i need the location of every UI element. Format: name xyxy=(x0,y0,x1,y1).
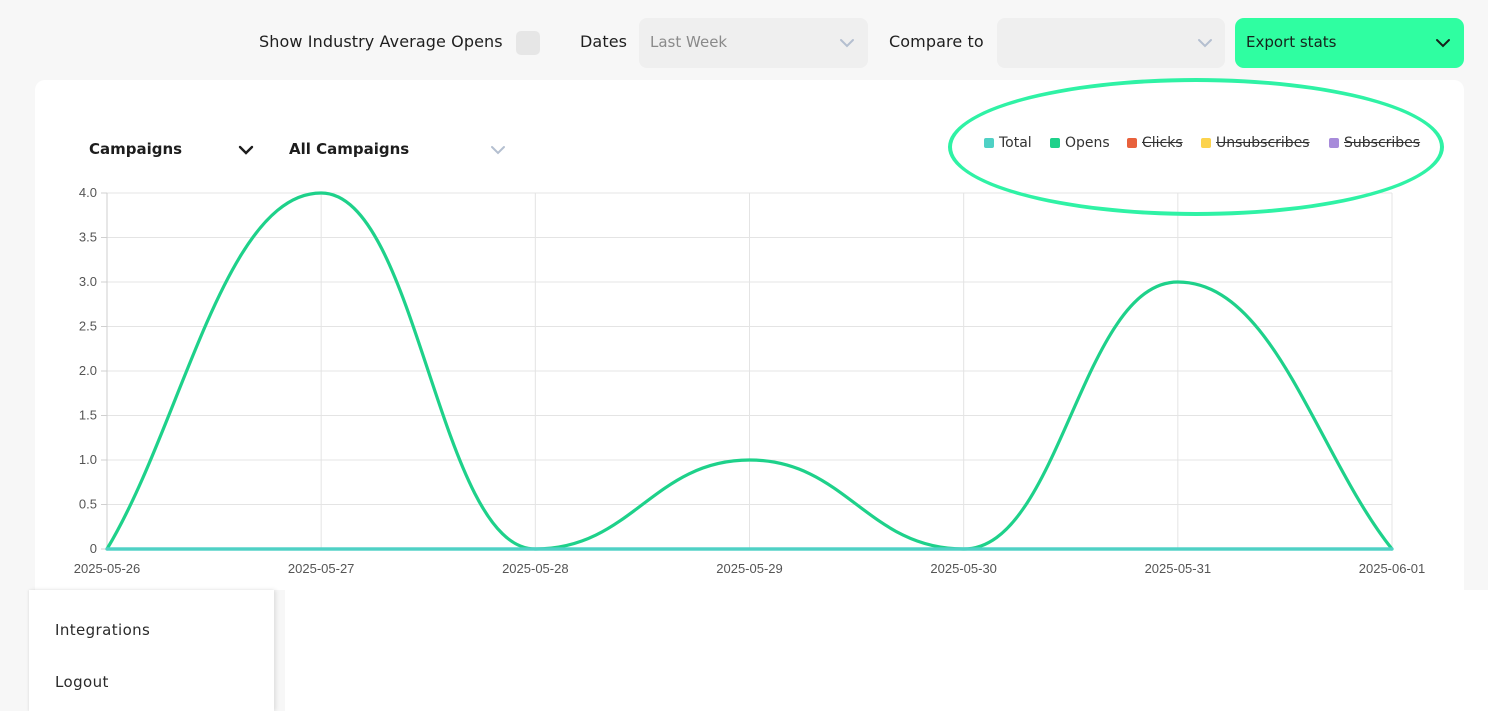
x-tick-label: 2025-05-27 xyxy=(288,561,355,576)
legend-item-opens[interactable]: Opens xyxy=(1050,135,1110,151)
chevron-down-icon xyxy=(840,39,854,48)
legend-label: Unsubscribes xyxy=(1216,135,1310,151)
x-tick-label: 2025-05-30 xyxy=(930,561,997,576)
y-tick-label: 2.5 xyxy=(79,319,97,334)
y-tick-label: 3.0 xyxy=(79,274,97,289)
sidebar-item-integrations[interactable]: Integrations xyxy=(55,621,151,639)
dates-select-value: Last Week xyxy=(650,33,728,51)
x-tick-label: 2025-06-01 xyxy=(1359,561,1426,576)
campaign-filter-value: All Campaigns xyxy=(289,140,410,158)
compare-to-label: Compare to xyxy=(889,32,984,51)
legend-label: Subscribes xyxy=(1344,135,1421,151)
y-tick-label: 1.5 xyxy=(79,408,97,423)
legend-swatch xyxy=(1201,138,1211,148)
y-tick-label: 4.0 xyxy=(79,185,97,200)
stats-line-chart: 0 0.5 1.0 1.5 2.0 2.5 3.0 3.5 4.0 2025-05-26 2025-… xyxy=(74,185,1426,576)
chevron-down-icon xyxy=(1198,39,1212,48)
y-tick-label: 3.5 xyxy=(79,230,97,245)
legend-item-total[interactable]: Total xyxy=(984,135,1032,151)
legend-item-subscribes[interactable]: Subscribes xyxy=(1329,135,1420,151)
export-stats-label: Export stats xyxy=(1246,33,1337,51)
x-tick-label: 2025-05-29 xyxy=(716,561,783,576)
x-tick-label: 2025-05-31 xyxy=(1145,561,1212,576)
chevron-down-icon[interactable] xyxy=(490,142,506,158)
legend-swatch xyxy=(984,138,994,148)
legend-swatch xyxy=(1329,138,1339,148)
legend-item-clicks[interactable]: Clicks xyxy=(1127,135,1183,151)
legend-item-unsubscribes[interactable]: Unsubscribes xyxy=(1201,135,1310,151)
legend-label: Opens xyxy=(1065,135,1110,151)
series-line-opens xyxy=(105,191,1394,551)
industry-average-label: Show Industry Average Opens xyxy=(259,32,503,51)
dates-select[interactable]: Last Week xyxy=(639,18,868,68)
legend-swatch xyxy=(1050,138,1060,148)
y-tick-label: 2.0 xyxy=(79,363,97,378)
campaign-filter-dropdown[interactable]: All Campaigns xyxy=(289,140,409,158)
chevron-down-icon[interactable] xyxy=(238,142,254,158)
compare-to-select[interactable] xyxy=(997,18,1225,68)
legend-swatch xyxy=(1127,138,1137,148)
y-tick-label: 1.0 xyxy=(79,452,97,467)
group-by-dropdown[interactable]: Campaigns xyxy=(89,140,182,158)
sidebar-item-logout[interactable]: Logout xyxy=(55,673,109,691)
group-by-value: Campaigns xyxy=(89,140,183,158)
y-tick-label: 0.5 xyxy=(79,497,97,512)
x-tick-label: 2025-05-26 xyxy=(74,561,141,576)
legend-label: Clicks xyxy=(1142,135,1183,151)
stats-filter-bar: Show Industry Average Opens Dates Last W… xyxy=(0,0,1488,80)
y-tick-label: 0 xyxy=(90,541,97,556)
x-tick-label: 2025-05-28 xyxy=(502,561,569,576)
chart-legend: Total Opens Clicks Unsubscribes Subscrib… xyxy=(35,135,1464,153)
sidebar-menu: Integrations Logout xyxy=(29,590,274,711)
legend-label: Total xyxy=(999,135,1032,151)
export-stats-button[interactable]: Export stats xyxy=(1235,18,1464,68)
industry-average-checkbox[interactable] xyxy=(516,31,540,55)
chevron-down-icon xyxy=(1436,39,1450,48)
dates-label: Dates xyxy=(580,32,628,51)
